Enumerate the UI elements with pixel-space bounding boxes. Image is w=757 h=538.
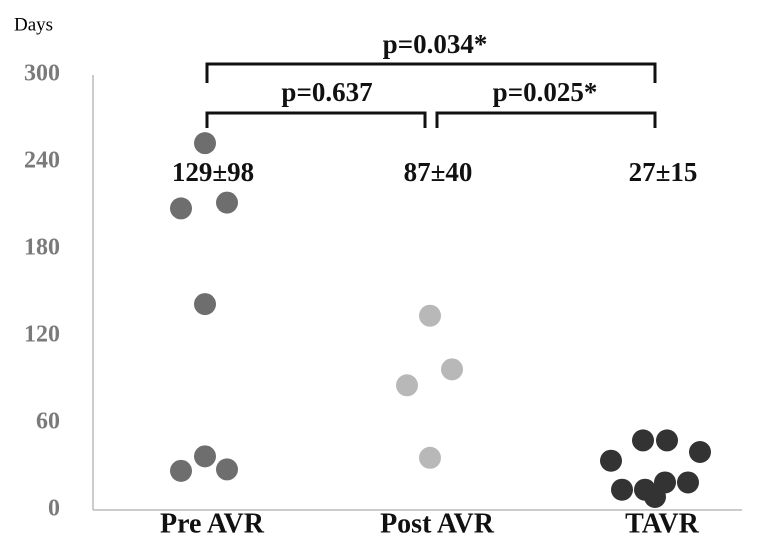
data-point bbox=[419, 304, 441, 327]
data-point bbox=[194, 445, 216, 468]
summary-label: 129±98 bbox=[172, 157, 254, 187]
data-point bbox=[194, 132, 216, 155]
summary-label: 87±40 bbox=[404, 157, 473, 187]
x-tick-label: Pre AVR bbox=[160, 508, 265, 538]
summary-label: 27±15 bbox=[629, 157, 698, 187]
y-tick-label: 240 bbox=[24, 148, 60, 174]
data-point bbox=[441, 358, 463, 381]
y-tick-label: 0 bbox=[48, 496, 60, 522]
data-point bbox=[170, 459, 192, 482]
bracket bbox=[205, 111, 427, 128]
y-tick-label: 120 bbox=[24, 322, 60, 348]
y-tick-label: 300 bbox=[24, 61, 60, 87]
data-point bbox=[611, 478, 633, 501]
data-point bbox=[216, 191, 238, 214]
data-point bbox=[644, 485, 666, 508]
bracket bbox=[435, 111, 657, 128]
y-tick-label: 60 bbox=[36, 409, 60, 435]
data-point bbox=[656, 429, 678, 452]
data-point bbox=[419, 446, 441, 469]
data-point bbox=[216, 458, 238, 481]
p-value: p=0.637 bbox=[281, 77, 372, 107]
p-value: p=0.034* bbox=[383, 29, 488, 59]
p-value: p=0.025* bbox=[493, 77, 598, 107]
x-tick-label: Post AVR bbox=[380, 508, 495, 538]
bracket bbox=[205, 62, 657, 83]
data-point bbox=[396, 374, 418, 397]
data-point bbox=[677, 471, 699, 494]
data-point bbox=[194, 293, 216, 316]
y-tick-label: 180 bbox=[24, 235, 60, 261]
data-point bbox=[632, 429, 654, 452]
data-point bbox=[689, 441, 711, 463]
data-point bbox=[600, 449, 622, 472]
x-tick-label: TAVR bbox=[625, 508, 699, 538]
data-point bbox=[170, 197, 192, 220]
y-axis-label: Days bbox=[14, 14, 53, 35]
